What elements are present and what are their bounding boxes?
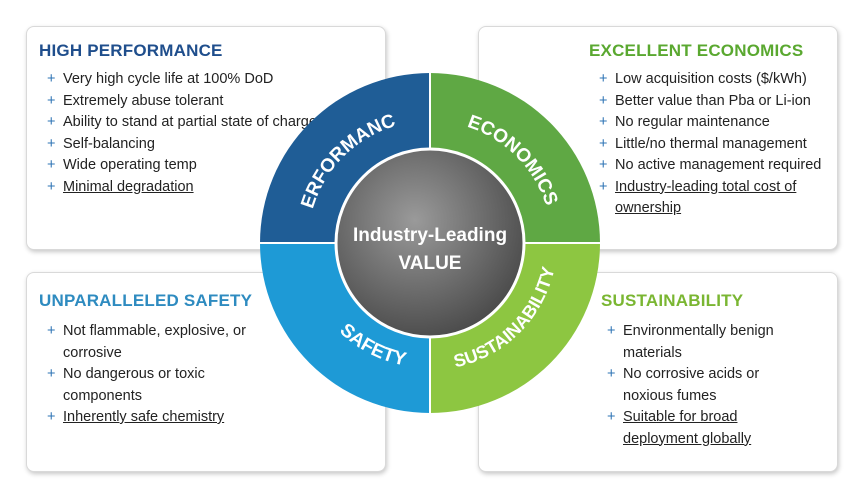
list-item: + Industry-leading total cost of ownershi… bbox=[599, 178, 797, 217]
plus-icon: + bbox=[47, 157, 56, 173]
economics-title: EXCELLENT ECONOMICS bbox=[589, 41, 804, 60]
list-item: + Better value than Pba or Li-ion bbox=[599, 91, 839, 113]
plus-icon: + bbox=[607, 366, 616, 382]
list-item: + Minimal degradation bbox=[47, 177, 317, 199]
list-item: + Little/no thermal management bbox=[599, 134, 839, 156]
plus-icon: + bbox=[47, 135, 56, 152]
plus-icon: + bbox=[599, 135, 608, 152]
list-item: + No regular maintenance bbox=[599, 112, 839, 134]
plus-icon: + bbox=[599, 114, 608, 130]
plus-icon: + bbox=[47, 323, 56, 339]
list-item: + Not flammable, explosive, or corrosive bbox=[47, 323, 246, 361]
list-item: + Ability to stand at partial state of ch… bbox=[47, 112, 317, 134]
plus-icon: + bbox=[607, 409, 616, 425]
list-item: + No active management required bbox=[599, 155, 839, 177]
performance-list: + Very high cycle life at 100% DoD + Extre… bbox=[47, 69, 317, 198]
sustainability-list: + Environmentally benign materials + No co… bbox=[607, 321, 797, 450]
plus-icon: + bbox=[599, 92, 608, 109]
list-item: + Low acquisition costs ($/kWh) bbox=[599, 69, 839, 91]
list-item: + Self-balancing bbox=[47, 134, 317, 156]
plus-icon: + bbox=[607, 323, 616, 339]
center-hub bbox=[334, 147, 526, 339]
plus-icon: + bbox=[47, 409, 56, 425]
plus-icon: + bbox=[47, 92, 56, 109]
performance-title: HIGH PERFORMANCE bbox=[39, 41, 223, 60]
economics-list: + Low acquisition costs ($/kWh) + Better v… bbox=[599, 69, 839, 220]
center-label-line2: VALUE bbox=[399, 253, 462, 274]
list-item: + Inherently safe chemistry bbox=[47, 407, 247, 429]
plus-icon: + bbox=[47, 178, 56, 195]
plus-icon: + bbox=[47, 366, 56, 382]
list-item: + No corrosive acids or noxious fumes bbox=[607, 366, 760, 404]
sustainability-title: SUSTAINABILITY bbox=[601, 291, 744, 310]
plus-icon: + bbox=[47, 71, 56, 87]
plus-icon: + bbox=[599, 157, 608, 173]
list-item: + No dangerous or toxic components bbox=[47, 366, 205, 404]
safety-title: UNPARALLELED SAFETY bbox=[39, 291, 253, 310]
safety-list: + Not flammable, explosive, or corrosive … bbox=[47, 321, 247, 429]
plus-icon: + bbox=[47, 114, 56, 130]
list-item: + Very high cycle life at 100% DoD bbox=[47, 69, 317, 91]
plus-icon: + bbox=[599, 178, 608, 195]
list-item: + Suitable for broad deployment globally bbox=[607, 409, 752, 447]
plus-icon: + bbox=[599, 71, 608, 87]
list-item: + Environmentally benign materials bbox=[607, 323, 774, 361]
list-item: + Wide operating temp bbox=[47, 155, 317, 177]
list-item: + Extremely abuse tolerant bbox=[47, 91, 317, 113]
value-wheel: PERFORMANCE ECONOMICS SAFETY SUSTAINABIL… bbox=[255, 68, 600, 413]
center-label-line1: Industry-Leading bbox=[353, 225, 507, 246]
